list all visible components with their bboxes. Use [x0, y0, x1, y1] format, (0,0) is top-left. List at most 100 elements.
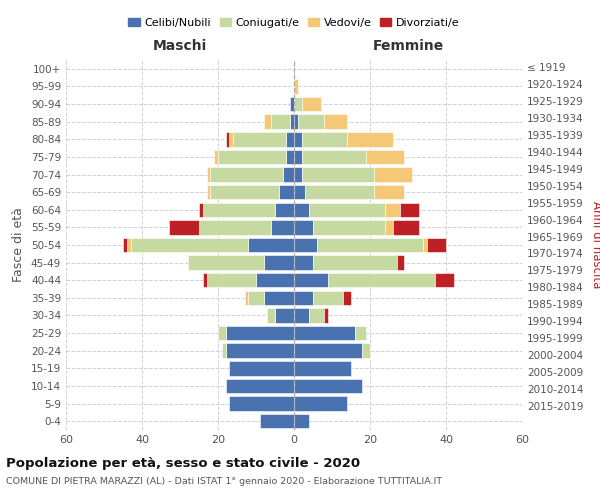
Bar [313, 220, 385, 234]
Bar [286, 150, 294, 164]
Bar [294, 256, 313, 270]
Bar [271, 114, 290, 129]
Bar [343, 290, 351, 305]
Bar [248, 290, 263, 305]
Bar [256, 273, 294, 287]
Bar [434, 273, 454, 287]
Bar [290, 97, 294, 112]
Legend: Celibi/Nubili, Coniugati/e, Vedovi/e, Divorziati/e: Celibi/Nubili, Coniugati/e, Vedovi/e, Di… [124, 14, 464, 32]
Bar [328, 273, 434, 287]
Text: Popolazione per età, sesso e stato civile - 2020: Popolazione per età, sesso e stato civil… [6, 458, 360, 470]
Text: COMUNE DI PIETRA MARAZZI (AL) - Dati ISTAT 1° gennaio 2020 - Elaborazione TUTTIT: COMUNE DI PIETRA MARAZZI (AL) - Dati IST… [6, 478, 442, 486]
Bar [229, 396, 294, 411]
Y-axis label: Anni di nascita: Anni di nascita [590, 202, 600, 288]
Text: Femmine: Femmine [373, 39, 443, 53]
Bar [294, 308, 309, 322]
Bar [199, 220, 271, 234]
Bar [294, 361, 351, 376]
Bar [131, 238, 248, 252]
Bar [245, 290, 248, 305]
Bar [294, 79, 298, 94]
Bar [263, 290, 294, 305]
Bar [294, 97, 302, 112]
Bar [127, 238, 131, 252]
Bar [294, 273, 328, 287]
Bar [233, 132, 286, 146]
Bar [188, 256, 263, 270]
Bar [400, 202, 419, 217]
Bar [294, 238, 317, 252]
Bar [294, 414, 309, 428]
Bar [325, 308, 328, 322]
Bar [355, 326, 366, 340]
Y-axis label: Fasce di età: Fasce di età [13, 208, 25, 282]
Bar [222, 344, 226, 358]
Bar [211, 185, 279, 200]
Bar [305, 185, 374, 200]
Bar [290, 114, 294, 129]
Text: Maschi: Maschi [153, 39, 207, 53]
Bar [268, 308, 275, 322]
Bar [294, 202, 309, 217]
Bar [248, 238, 294, 252]
Bar [309, 308, 325, 322]
Bar [203, 273, 206, 287]
Bar [226, 132, 229, 146]
Bar [275, 202, 294, 217]
Bar [423, 238, 427, 252]
Bar [214, 150, 218, 164]
Bar [294, 220, 313, 234]
Bar [260, 414, 294, 428]
Bar [374, 185, 404, 200]
Bar [302, 132, 347, 146]
Bar [385, 220, 393, 234]
Bar [374, 168, 412, 181]
Bar [309, 202, 385, 217]
Bar [294, 185, 305, 200]
Bar [283, 168, 294, 181]
Bar [279, 185, 294, 200]
Bar [294, 326, 355, 340]
Bar [226, 378, 294, 393]
Bar [229, 361, 294, 376]
Bar [362, 344, 370, 358]
Bar [294, 378, 362, 393]
Bar [294, 168, 302, 181]
Bar [263, 114, 271, 129]
Bar [317, 238, 423, 252]
Bar [286, 132, 294, 146]
Bar [302, 168, 374, 181]
Bar [218, 326, 226, 340]
Bar [226, 326, 294, 340]
Bar [263, 256, 294, 270]
Bar [302, 97, 320, 112]
Bar [211, 168, 283, 181]
Bar [218, 150, 286, 164]
Bar [313, 290, 343, 305]
Bar [294, 114, 298, 129]
Bar [294, 344, 362, 358]
Bar [393, 220, 419, 234]
Bar [123, 238, 127, 252]
Bar [294, 132, 302, 146]
Bar [169, 220, 199, 234]
Bar [206, 273, 256, 287]
Bar [427, 238, 446, 252]
Bar [298, 114, 325, 129]
Bar [302, 150, 366, 164]
Bar [203, 202, 275, 217]
Bar [325, 114, 347, 129]
Bar [294, 150, 302, 164]
Bar [271, 220, 294, 234]
Bar [229, 132, 233, 146]
Bar [397, 256, 404, 270]
Bar [385, 202, 400, 217]
Bar [347, 132, 393, 146]
Bar [275, 308, 294, 322]
Bar [206, 168, 211, 181]
Bar [294, 290, 313, 305]
Bar [366, 150, 404, 164]
Bar [226, 344, 294, 358]
Bar [294, 396, 347, 411]
Bar [199, 202, 203, 217]
